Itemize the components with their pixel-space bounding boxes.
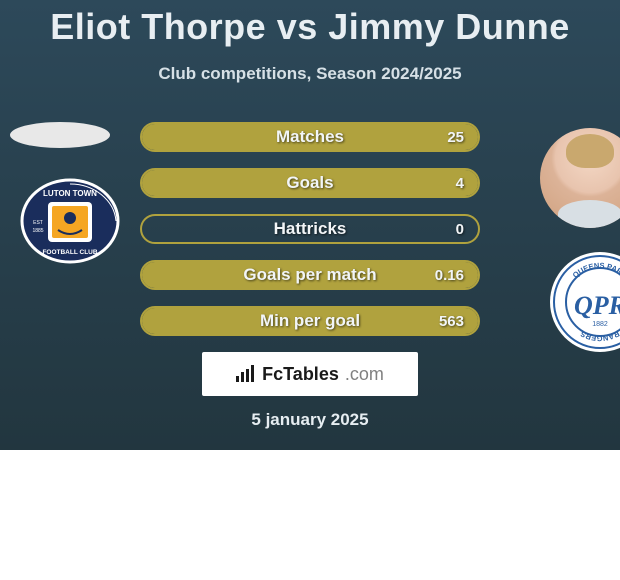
stat-bar: Goals4: [140, 168, 480, 198]
stat-bar: Hattricks0: [140, 214, 480, 244]
subtitle: Club competitions, Season 2024/2025: [0, 64, 620, 84]
bar-chart-icon: [236, 365, 256, 383]
bar-right-value: 0: [456, 221, 464, 238]
bar-right-value: 4: [456, 175, 464, 192]
brand-main: FcTables: [262, 364, 339, 385]
bar-label: Goals: [142, 173, 478, 193]
player-right-avatar: [540, 128, 620, 228]
right-club-crest: QUEENS PARK RANGERS QPR 1882: [550, 252, 620, 352]
svg-text:1885: 1885: [32, 228, 43, 234]
brand-badge: FcTables .com: [202, 352, 418, 396]
svg-text:FOOTBALL CLUB: FOOTBALL CLUB: [42, 249, 97, 256]
comparison-card: Eliot Thorpe vs Jimmy Dunne Club competi…: [0, 0, 620, 450]
svg-text:LUTON TOWN: LUTON TOWN: [43, 189, 97, 198]
bar-right-value: 0.16: [435, 267, 464, 284]
stat-bar: Min per goal563: [140, 306, 480, 336]
svg-text:EST: EST: [33, 220, 43, 226]
stat-bar: Matches25: [140, 122, 480, 152]
player-left-avatar: [10, 122, 110, 148]
shield-icon: LUTON TOWN FOOTBALL CLUB EST 1885: [20, 178, 120, 264]
page-title: Eliot Thorpe vs Jimmy Dunne: [0, 6, 620, 48]
date-label: 5 january 2025: [0, 410, 620, 430]
left-club-crest: LUTON TOWN FOOTBALL CLUB EST 1885: [20, 178, 120, 264]
svg-text:QPR: QPR: [574, 291, 620, 320]
svg-text:1882: 1882: [592, 321, 608, 328]
bar-label: Goals per match: [142, 265, 478, 285]
qpr-crest-icon: QUEENS PARK RANGERS QPR 1882: [552, 254, 620, 350]
bar-right-value: 25: [447, 129, 464, 146]
stat-bars: Matches25 Goals4 Hattricks0 Goals per match…: [140, 122, 480, 352]
brand-suffix: .com: [345, 364, 384, 385]
stat-bar: Goals per match0.16: [140, 260, 480, 290]
bar-label: Min per goal: [142, 311, 478, 331]
bar-label: Hattricks: [142, 219, 478, 239]
bar-label: Matches: [142, 127, 478, 147]
bar-right-value: 563: [439, 313, 464, 330]
